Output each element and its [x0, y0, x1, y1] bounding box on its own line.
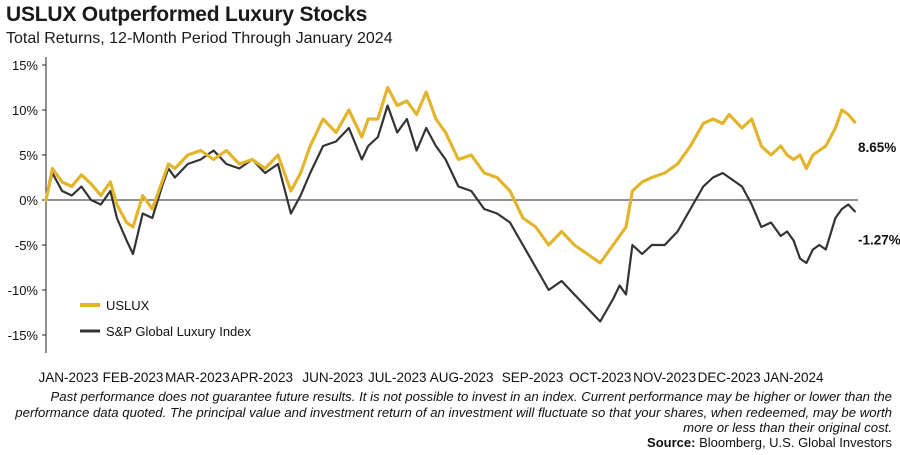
y-tick-label: -15% [8, 328, 39, 343]
x-tick-label: JAN-2023 [39, 370, 99, 385]
x-tick-label: APR-2023 [231, 370, 293, 385]
legend-luxury-index-label: S&P Global Luxury Index [106, 324, 252, 339]
source-line: Source: Bloomberg, U.S. Global Investors [647, 435, 892, 450]
x-tick-label: JUN-2023 [302, 370, 363, 385]
y-tick-label: 5% [19, 148, 38, 163]
x-tick-label: SEP-2023 [502, 370, 564, 385]
legend-uslux-label: USLUX [106, 298, 150, 313]
x-tick-label: DEC-2023 [698, 370, 761, 385]
chart-subtitle: Total Returns, 12-Month Period Through J… [6, 30, 393, 47]
y-tick-label: -10% [8, 283, 39, 298]
x-tick-label: JUL-2023 [368, 370, 427, 385]
series-line-uslux [44, 85, 857, 265]
chart-title: USLUX Outperformed Luxury Stocks [6, 3, 368, 26]
x-tick-label: FEB-2023 [103, 370, 164, 385]
disclaimer-text: Past performance does not guarantee futu… [15, 389, 892, 435]
y-tick-label: 0% [19, 193, 38, 208]
x-tick-label: JAN-2024 [764, 370, 825, 385]
x-tick-label: OCT-2023 [569, 370, 631, 385]
end-label-luxury-index: -1.27% [858, 232, 900, 247]
y-tick-label: 15% [12, 58, 38, 73]
y-tick-label: -5% [15, 238, 39, 253]
x-tick-label: NOV-2023 [633, 370, 696, 385]
y-tick-label: 10% [12, 103, 38, 118]
end-label-uslux: 8.65% [858, 140, 896, 155]
series-line-luxury-index [44, 104, 856, 323]
x-tick-label: MAR-2023 [165, 370, 230, 385]
source-text: Bloomberg, U.S. Global Investors [699, 435, 892, 450]
source-label: Source: [647, 435, 696, 450]
x-tick-label: AUG-2023 [430, 370, 494, 385]
